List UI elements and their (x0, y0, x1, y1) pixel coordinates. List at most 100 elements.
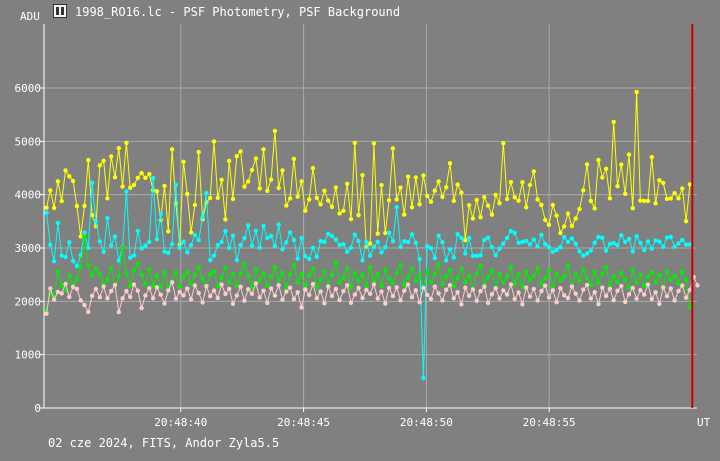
data-point (257, 245, 262, 250)
data-point (59, 283, 64, 288)
data-point (326, 231, 331, 237)
data-point (333, 286, 338, 292)
data-point (630, 249, 635, 254)
data-point (124, 270, 129, 276)
data-point (314, 254, 319, 259)
data-point (131, 268, 137, 273)
data-point (166, 288, 171, 293)
data-point (147, 239, 152, 245)
data-point (596, 301, 601, 307)
data-point (78, 298, 83, 303)
data-point (223, 265, 228, 270)
data-point (291, 237, 297, 243)
data-point (150, 175, 156, 181)
data-point (82, 230, 87, 235)
data-point (120, 296, 125, 301)
data-point (59, 253, 64, 258)
y-tick-label: 3000 (15, 242, 42, 255)
data-point (463, 251, 468, 256)
data-point (185, 191, 190, 197)
data-point (162, 301, 167, 306)
data-point (299, 235, 304, 241)
data-point (67, 240, 72, 245)
data-point (546, 268, 552, 273)
data-point (695, 283, 700, 288)
data-point (638, 240, 643, 246)
data-point (630, 206, 635, 211)
data-point (402, 239, 407, 244)
data-point (116, 309, 122, 315)
data-point (135, 261, 140, 266)
data-point (524, 205, 529, 210)
data-point (447, 161, 453, 166)
data-point (227, 286, 232, 292)
data-point (303, 208, 308, 213)
data-point (683, 219, 689, 224)
data-point (185, 286, 190, 291)
data-point (386, 276, 392, 281)
data-point (326, 284, 331, 289)
data-point (314, 296, 319, 301)
data-point (417, 272, 422, 278)
data-point (592, 206, 597, 211)
data-point (124, 288, 129, 294)
data-point (455, 290, 460, 295)
data-point (638, 272, 643, 278)
data-point (581, 267, 586, 272)
data-point (531, 273, 536, 278)
data-point (489, 212, 495, 217)
data-point (345, 249, 350, 254)
data-point (70, 178, 76, 184)
data-point (584, 275, 590, 281)
data-point (562, 274, 567, 279)
data-point (508, 282, 514, 287)
data-point (147, 267, 152, 272)
data-point (276, 222, 281, 227)
data-point (447, 282, 453, 288)
data-point (508, 264, 514, 270)
data-point (105, 277, 110, 282)
data-point (504, 292, 510, 297)
data-point (432, 188, 437, 193)
data-point (333, 185, 338, 190)
data-point (398, 244, 403, 250)
window-title: 1998_RO16.lc - PSF Photometry, PSF Backg… (75, 5, 401, 19)
data-point (246, 223, 251, 228)
data-point (603, 248, 609, 253)
data-point (97, 295, 103, 300)
data-point (623, 239, 628, 245)
data-point (394, 204, 399, 210)
data-point (299, 179, 304, 184)
data-point (413, 175, 418, 180)
data-point (166, 250, 171, 255)
data-point (230, 301, 236, 306)
data-point (543, 275, 548, 281)
data-point (440, 298, 445, 303)
data-point (261, 271, 266, 276)
data-point (101, 249, 106, 254)
data-point (89, 273, 95, 278)
app-icon[interactable] (53, 4, 67, 18)
data-point (249, 286, 255, 291)
data-point (611, 298, 616, 303)
data-point (565, 211, 571, 216)
data-point (284, 289, 289, 294)
x-tick-label: 20:48:55 (523, 416, 576, 429)
data-point (265, 283, 270, 288)
data-point (238, 243, 243, 248)
data-point (74, 286, 80, 292)
data-point (581, 188, 586, 193)
data-point (390, 281, 396, 286)
data-point (524, 238, 529, 244)
data-point (421, 173, 426, 178)
data-point (257, 186, 262, 191)
data-point (120, 184, 125, 189)
data-point (74, 203, 80, 209)
data-point (512, 281, 517, 286)
data-point (607, 283, 613, 288)
data-point (421, 285, 426, 291)
data-point (683, 295, 689, 300)
data-point (143, 175, 148, 180)
data-point (97, 163, 103, 168)
data-point (67, 294, 72, 300)
